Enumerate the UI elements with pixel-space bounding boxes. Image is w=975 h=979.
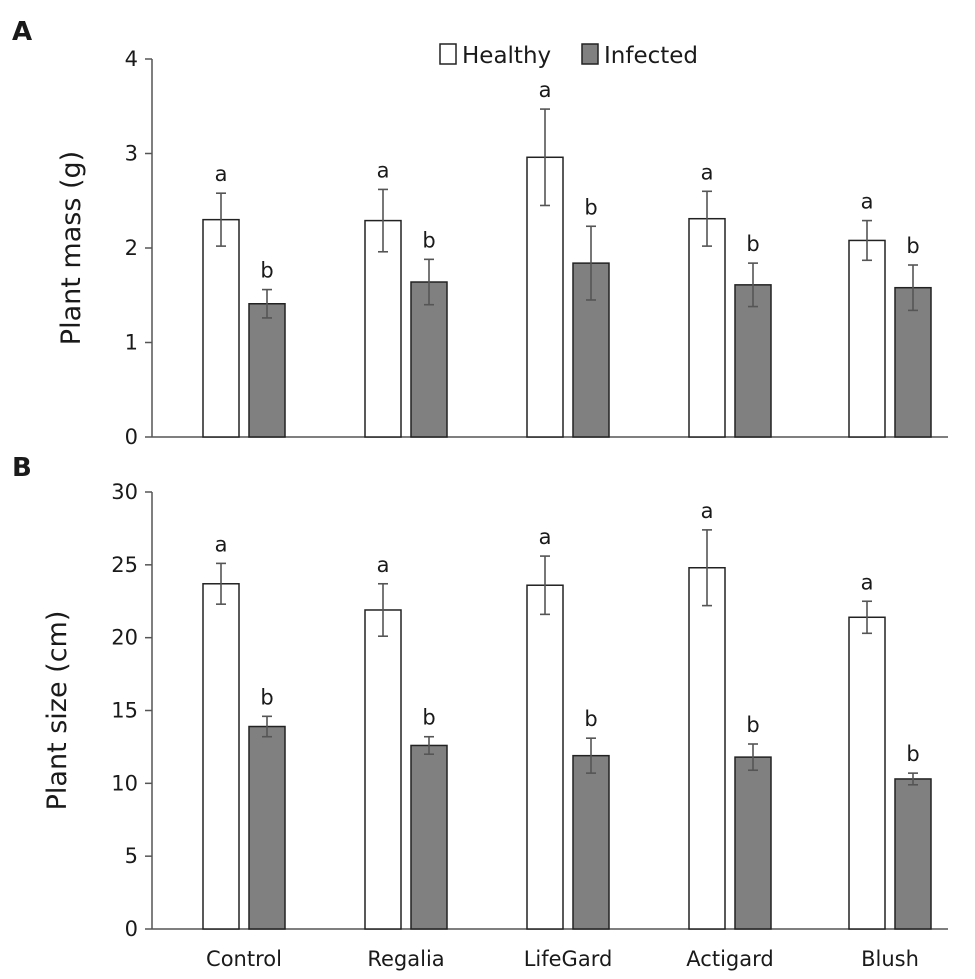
- legend: Healthy Infected: [439, 43, 698, 69]
- bar-healthy-actigard: [688, 566, 726, 930]
- significance-letter: b: [906, 742, 919, 766]
- significance-letter: a: [377, 553, 390, 577]
- bar-infected-actigard: [734, 284, 772, 438]
- bar-healthy-blush: [848, 616, 886, 930]
- legend-swatch-healthy: [439, 43, 457, 65]
- significance-letter: a: [861, 190, 874, 214]
- significance-letter: b: [422, 228, 435, 252]
- bar-infected-lifegard: [572, 262, 610, 438]
- significance-letter: b: [260, 259, 273, 283]
- significance-letter: b: [746, 232, 759, 256]
- bar-healthy-control: [202, 583, 240, 930]
- y-tick-label: 25: [111, 553, 138, 577]
- significance-letter: b: [260, 685, 273, 709]
- bar-healthy-regalia: [364, 609, 402, 930]
- bar-infected-control: [248, 303, 286, 438]
- panel-label: B: [12, 453, 32, 483]
- significance-letter: a: [701, 160, 714, 184]
- y-tick-label: 1: [125, 331, 138, 355]
- y-tick-label: 0: [125, 917, 138, 941]
- bar-healthy-lifegard: [526, 584, 564, 930]
- legend-label-healthy: Healthy: [462, 43, 551, 69]
- bar-healthy-control: [202, 218, 240, 438]
- legend-swatch-infected: [581, 43, 599, 65]
- bar-healthy-regalia: [364, 219, 402, 438]
- bar-infected-blush: [894, 286, 932, 438]
- panel-label: A: [12, 17, 32, 47]
- x-category-label: Regalia: [367, 947, 444, 971]
- significance-letter: a: [861, 570, 874, 594]
- significance-letter: a: [215, 162, 228, 186]
- significance-letter: a: [701, 499, 714, 523]
- y-tick-label: 0: [125, 425, 138, 449]
- bar-infected-regalia: [410, 281, 448, 438]
- panel-b-chart: B Plant size (cm) 0 5 10 15 20 25 30 a b Control a b R…: [12, 453, 948, 971]
- y-axis-title: Plant size (cm): [42, 611, 73, 811]
- y-axis-title: Plant mass (g): [56, 151, 87, 345]
- bar-healthy-actigard: [688, 217, 726, 438]
- significance-letter: b: [746, 713, 759, 737]
- y-tick-label: 20: [111, 626, 138, 650]
- y-tick-label: 3: [125, 142, 138, 166]
- x-category-label: Actigard: [686, 947, 773, 971]
- significance-letter: a: [539, 525, 552, 549]
- panel-a-chart: A Plant mass (g) 0 1 2 3 4 a b a b a b a b a b: [12, 17, 948, 449]
- x-category-label: Blush: [861, 947, 919, 971]
- bar-infected-actigard: [734, 756, 772, 930]
- bar-infected-blush: [894, 778, 932, 930]
- legend-label-infected: Infected: [604, 43, 698, 69]
- y-tick-label: 30: [111, 480, 138, 504]
- bar-infected-control: [248, 725, 286, 930]
- y-tick-label: 4: [125, 47, 138, 71]
- y-tick-label: 5: [125, 844, 138, 868]
- significance-letter: b: [584, 195, 597, 219]
- significance-letter: a: [215, 532, 228, 556]
- bar-infected-lifegard: [572, 754, 610, 930]
- x-category-label: Control: [206, 947, 282, 971]
- significance-letter: b: [584, 707, 597, 731]
- x-category-label: LifeGard: [524, 947, 613, 971]
- bar-healthy-blush: [848, 239, 886, 438]
- y-tick-label: 2: [125, 236, 138, 260]
- bar-infected-regalia: [410, 744, 448, 930]
- significance-letter: b: [906, 234, 919, 258]
- y-tick-label: 10: [111, 771, 138, 795]
- significance-letter: a: [377, 158, 390, 182]
- y-tick-label: 15: [111, 699, 138, 723]
- significance-letter: a: [539, 78, 552, 102]
- significance-letter: b: [422, 706, 435, 730]
